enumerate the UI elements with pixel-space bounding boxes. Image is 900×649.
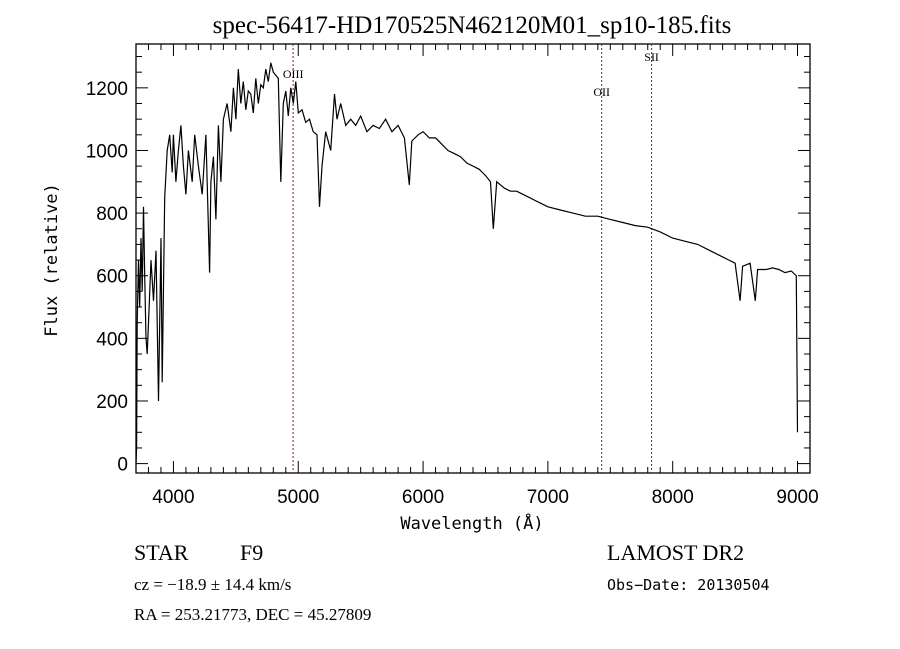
y-tick-label: 1000: [86, 141, 128, 162]
x-tick-label: 7000: [527, 487, 569, 508]
y-tick-label: 400: [96, 329, 128, 350]
redshift-cz: cz = −18.9 ± 14.4 km/s: [134, 575, 291, 594]
line-marker-label: SII: [644, 50, 659, 64]
line-marker-label: OII: [593, 85, 610, 99]
y-tick-label: 800: [96, 204, 128, 225]
x-tick-label: 4000: [152, 487, 194, 508]
y-tick-label: 1200: [86, 79, 128, 100]
x-tick-label: 9000: [776, 487, 818, 508]
x-tick-label: 5000: [277, 487, 319, 508]
subclass: F9: [240, 540, 263, 565]
survey-name: LAMOST DR2: [607, 540, 744, 565]
x-tick-label: 6000: [402, 487, 444, 508]
line-marker-label: OIII: [283, 67, 304, 81]
x-tick-label: 8000: [652, 487, 694, 508]
chart-title: spec-56417-HD170525N462120M01_sp10-185.f…: [213, 12, 732, 39]
object-class: STAR: [134, 540, 189, 565]
x-axis-label: Wavelength (Å): [400, 512, 543, 534]
obs-date: Obs−Date: 20130504: [607, 576, 770, 594]
y-axis-label: Flux (relative): [42, 183, 62, 337]
plot-frame: [135, 43, 811, 474]
ra-dec: RA = 253.21773, DEC = 45.27809: [134, 605, 371, 624]
y-tick-label: 0: [117, 455, 128, 476]
spectrum-line: [135, 62, 799, 464]
y-tick-label: 200: [96, 392, 128, 413]
y-tick-label: 600: [96, 267, 128, 288]
